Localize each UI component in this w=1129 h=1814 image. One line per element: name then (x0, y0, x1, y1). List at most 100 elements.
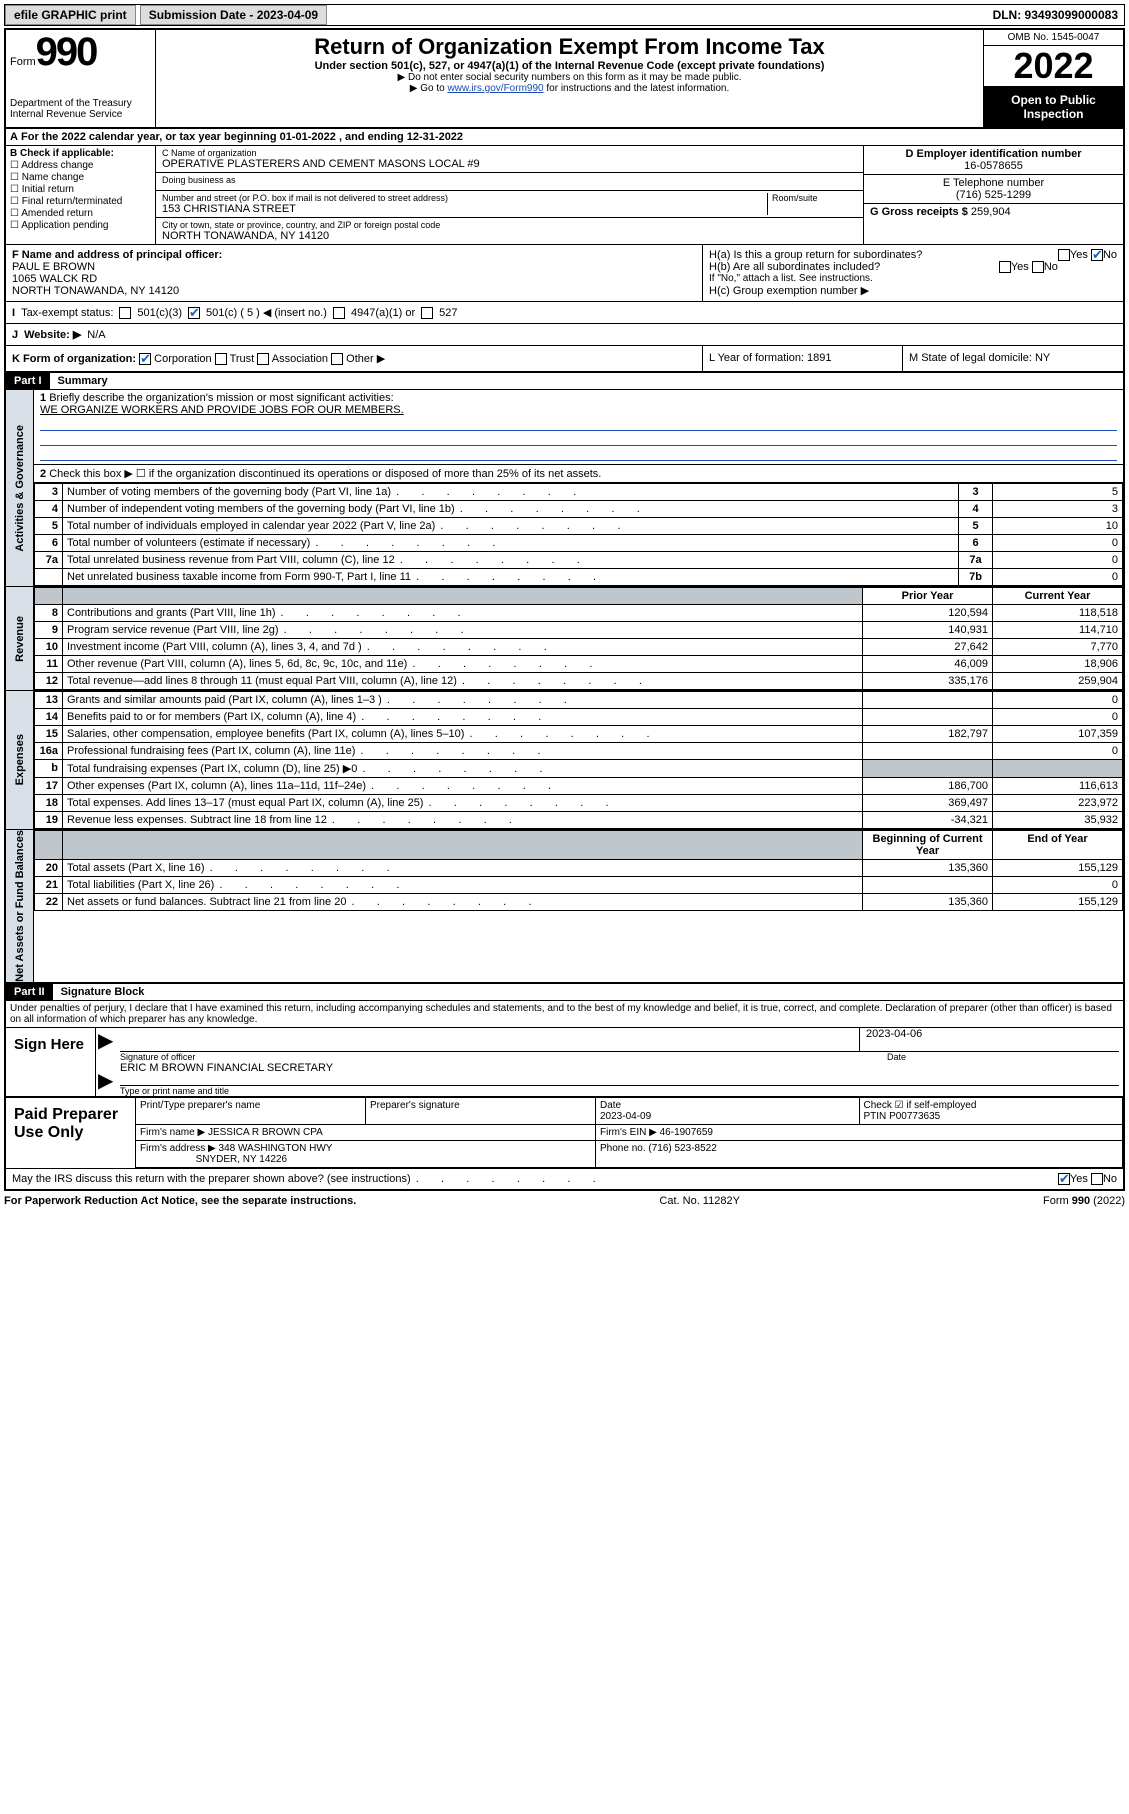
arrow-icon: ▶ (98, 1068, 113, 1093)
chk-corp[interactable] (139, 353, 151, 365)
hb-label: H(b) Are all subordinates included? (709, 261, 880, 273)
cat-no: Cat. No. 11282Y (659, 1195, 740, 1207)
chk-app-pending[interactable]: ☐ Application pending (10, 220, 151, 231)
city-state-zip: NORTH TONAWANDA, NY 14120 (162, 230, 329, 242)
table-row: 22Net assets or fund balances. Subtract … (35, 894, 1123, 911)
discuss-yes[interactable] (1058, 1173, 1070, 1185)
sign-here-label: Sign Here (6, 1028, 96, 1096)
website-label: Website: ▶ (24, 328, 81, 341)
discuss-no[interactable] (1091, 1173, 1103, 1185)
discuss-question: May the IRS discuss this return with the… (12, 1173, 411, 1185)
tab-net-assets: Net Assets or Fund Balances (14, 830, 26, 982)
name-title-label: Type or print name and title (96, 1086, 1123, 1096)
row-a-period: A For the 2022 calendar year, or tax yea… (6, 129, 1123, 146)
dept-treasury: Department of the Treasury (10, 98, 151, 109)
city-label: City or town, state or province, country… (162, 220, 857, 230)
hc-label: H(c) Group exemption number ▶ (709, 284, 1117, 297)
chk-assoc[interactable] (257, 353, 269, 365)
self-employed-chk[interactable]: Check ☑ if self-employed (864, 1100, 977, 1111)
officer-addr2: NORTH TONAWANDA, NY 14120 (12, 285, 179, 297)
officer-typed-name: ERIC M BROWN FINANCIAL SECRETARY (120, 1062, 333, 1085)
form-label: Form (10, 56, 36, 68)
state-domicile: M State of legal domicile: NY (903, 346, 1123, 371)
table-row: 13Grants and similar amounts paid (Part … (35, 692, 1123, 709)
officer-addr1: 1065 WALCK RD (12, 273, 97, 285)
firm-addr1: 348 WASHINGTON HWY (219, 1143, 333, 1154)
prep-name-hdr: Print/Type preparer's name (136, 1098, 366, 1125)
name-label: C Name of organization (162, 148, 857, 158)
tab-expenses: Expenses (14, 734, 26, 785)
tax-status-label: Tax-exempt status: (21, 307, 113, 319)
addr-label: Number and street (or P.O. box if mail i… (162, 193, 767, 203)
tax-year: 2022 (984, 46, 1123, 87)
prep-date: 2023-04-09 (600, 1111, 651, 1122)
org-name: OPERATIVE PLASTERERS AND CEMENT MASONS L… (162, 158, 480, 170)
mission-text: WE ORGANIZE WORKERS AND PROVIDE JOBS FOR… (40, 404, 404, 416)
chk-other[interactable] (331, 353, 343, 365)
table-row: 8Contributions and grants (Part VIII, li… (35, 605, 1123, 622)
chk-final-return[interactable]: ☐ Final return/terminated (10, 196, 151, 207)
omb-number: OMB No. 1545-0047 (984, 30, 1123, 46)
goto-suffix: for instructions and the latest informat… (546, 83, 729, 94)
pra-notice: For Paperwork Reduction Act Notice, see … (4, 1195, 356, 1207)
table-row: 12Total revenue—add lines 8 through 11 (… (35, 673, 1123, 690)
dba-label: Doing business as (162, 175, 857, 185)
sig-officer-label: Signature of officer (96, 1052, 863, 1062)
chk-501c[interactable] (188, 307, 200, 319)
q1-label: Briefly describe the organization's miss… (49, 392, 393, 404)
box-b-header: B Check if applicable: (10, 148, 114, 159)
table-row: 7aTotal unrelated business revenue from … (35, 552, 1123, 569)
ein-value: 16-0578655 (964, 160, 1023, 172)
hb-note: If "No," attach a list. See instructions… (709, 273, 1117, 284)
tab-revenue: Revenue (14, 616, 26, 662)
form-footer: Form 990 (2022) (1043, 1195, 1125, 1207)
submission-date: Submission Date - 2023-04-09 (140, 5, 327, 25)
table-row: 21Total liabilities (Part X, line 26)0 (35, 877, 1123, 894)
table-row: 9Program service revenue (Part VIII, lin… (35, 622, 1123, 639)
q2-label: Check this box ▶ ☐ if the organization d… (49, 468, 601, 480)
website-value: N/A (87, 329, 105, 341)
officer-name: PAUL E BROWN (12, 261, 95, 273)
table-row: 15Salaries, other compensation, employee… (35, 726, 1123, 743)
chk-trust[interactable] (215, 353, 227, 365)
arrow-icon: ▶ (98, 1028, 113, 1053)
officer-label: F Name and address of principal officer: (12, 249, 222, 261)
ssn-note: ▶ Do not enter social security numbers o… (160, 72, 979, 83)
firm-ein: 46-1907659 (660, 1127, 713, 1138)
chk-name-change[interactable]: ☐ Name change (10, 172, 151, 183)
table-row: Net unrelated business taxable income fr… (35, 569, 1123, 586)
paid-preparer-label: Paid Preparer Use Only (6, 1098, 136, 1168)
part-ii-title: Signature Block (53, 984, 153, 1000)
efile-print-button[interactable]: efile GRAPHIC print (5, 5, 136, 25)
part-i-title: Summary (50, 373, 116, 389)
street-address: 153 CHRISTIANA STREET (162, 203, 296, 215)
irs-label: Internal Revenue Service (10, 109, 151, 120)
sig-date: 2023-04-06 (859, 1028, 1119, 1051)
chk-501c3[interactable] (119, 307, 131, 319)
tab-governance: Activities & Governance (14, 425, 26, 552)
table-row: 3Number of voting members of the governi… (35, 484, 1123, 501)
phone-label: E Telephone number (943, 177, 1044, 189)
chk-4947[interactable] (333, 307, 345, 319)
chk-amended[interactable]: ☐ Amended return (10, 208, 151, 219)
ha-label: H(a) Is this a group return for subordin… (709, 249, 922, 261)
ein-label: D Employer identification number (905, 148, 1081, 160)
table-row: 14Benefits paid to or for members (Part … (35, 709, 1123, 726)
dln: DLN: 93493099000083 (987, 6, 1124, 24)
form-org-label: K Form of organization: (12, 353, 136, 365)
form-990: Form 990 Department of the Treasury Inte… (4, 28, 1125, 1191)
gross-receipts-label: G Gross receipts $ (870, 206, 968, 218)
gross-receipts-value: 259,904 (971, 206, 1011, 218)
goto-prefix: ▶ Go to (410, 83, 448, 94)
ptin: P00773635 (889, 1111, 940, 1122)
irs-link[interactable]: www.irs.gov/Form990 (447, 83, 543, 94)
chk-initial-return[interactable]: ☐ Initial return (10, 184, 151, 195)
table-row: 5Total number of individuals employed in… (35, 518, 1123, 535)
year-formation: L Year of formation: 1891 (703, 346, 903, 371)
table-row: 10Investment income (Part VIII, column (… (35, 639, 1123, 656)
prep-sig-hdr: Preparer's signature (366, 1098, 596, 1125)
firm-phone: (716) 523-8522 (648, 1143, 716, 1154)
chk-527[interactable] (421, 307, 433, 319)
form-subtitle: Under section 501(c), 527, or 4947(a)(1)… (160, 60, 979, 72)
chk-address-change[interactable]: ☐ Address change (10, 160, 151, 171)
